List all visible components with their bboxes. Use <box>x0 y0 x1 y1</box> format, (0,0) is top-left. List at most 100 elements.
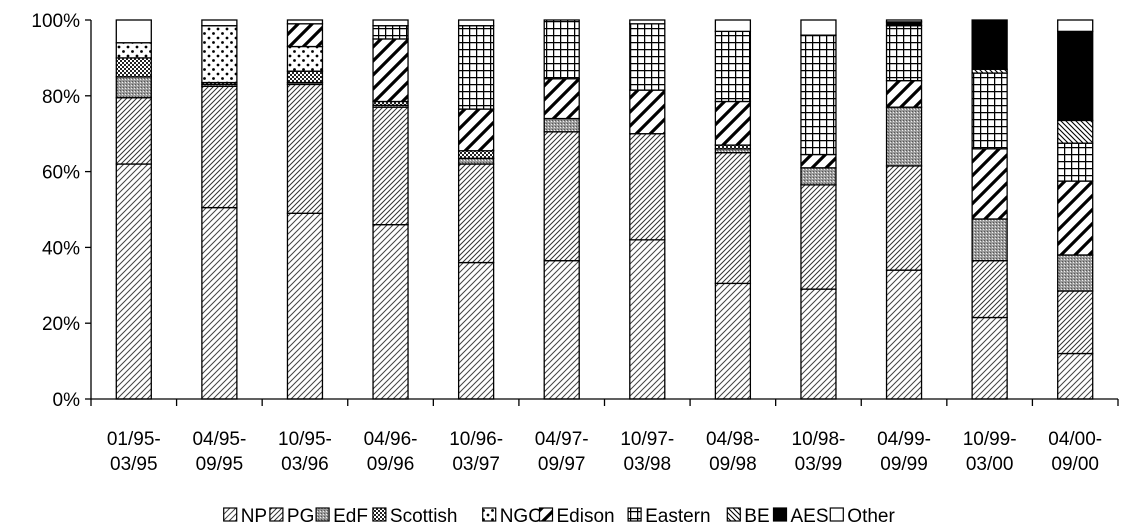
bar-segment-edison-12 <box>1057 180 1094 256</box>
bar-stack-9 <box>800 19 837 400</box>
x-tick-label: 10/96- <box>449 429 503 450</box>
bar-stack-6 <box>543 19 580 400</box>
bar-segment-edison-7 <box>629 89 666 135</box>
bar-segment-other-5 <box>457 19 495 27</box>
x-tick-label: 10/95- <box>278 429 332 450</box>
bar-segment-edison-8 <box>714 100 752 146</box>
bar-segment-aes-11 <box>971 19 1008 70</box>
legend-label-pg: PG <box>287 506 314 527</box>
bar-stack-7 <box>629 19 666 400</box>
bar-segment-np-8 <box>714 282 752 400</box>
bar-segment-edf-6 <box>543 117 580 133</box>
legend-label-edf: EdF <box>333 506 368 527</box>
x-tick-label: 04/00- <box>1048 429 1102 450</box>
bar-stack-11 <box>971 19 1008 400</box>
legend-swatch-be <box>726 507 741 522</box>
bar-segment-edf-1 <box>115 76 152 99</box>
legend-swatch-scottish <box>372 507 387 522</box>
bar-segment-eastern-4 <box>372 25 409 40</box>
legend-label-be: BE <box>744 506 769 527</box>
bar-stack-12 <box>1057 19 1094 400</box>
legend-item-eastern: Eastern <box>627 506 711 527</box>
bar-segment-scottish-1 <box>115 57 152 78</box>
bar-segment-other-3 <box>286 19 324 25</box>
bar-segment-be-12 <box>1057 119 1094 144</box>
x-tick-label: 09/96 <box>367 454 415 475</box>
y-tick-label: 20% <box>42 314 80 335</box>
bar-segment-edison-11 <box>971 148 1008 220</box>
bar-stack-10 <box>885 19 923 400</box>
x-tick-label: 09/99 <box>880 454 928 475</box>
legend-label-scottish: Scottish <box>390 506 458 527</box>
bar-segment-ngc-2 <box>201 25 238 84</box>
bar-segment-pg-3 <box>286 83 324 214</box>
bar-segment-pg-11 <box>971 260 1008 319</box>
legend-label-np: NP <box>241 506 267 527</box>
x-tick-label: 09/97 <box>538 454 586 475</box>
bar-stack-2 <box>201 19 238 400</box>
y-tick-label: 60% <box>42 163 80 184</box>
legend-label-other: Other <box>847 506 895 527</box>
bar-segment-edf-12 <box>1057 254 1094 292</box>
legend: NP PG EdF Scottish NGC Edison Eastern BE AES Othe… <box>223 506 895 527</box>
x-tick-label: 10/97- <box>620 429 674 450</box>
bar-segment-np-1 <box>115 163 152 400</box>
x-tick-label: 04/99- <box>877 429 931 450</box>
bar-segment-other-2 <box>201 19 238 27</box>
bar-segment-edf-5 <box>457 157 495 165</box>
bar-segment-pg-5 <box>457 163 495 264</box>
bar-segment-eastern-11 <box>971 72 1008 150</box>
bar-segment-np-6 <box>543 260 580 400</box>
legend-item-aes: AES <box>772 506 829 527</box>
legend-label-eastern: Eastern <box>645 506 710 527</box>
bar-segment-pg-9 <box>800 184 837 290</box>
legend-swatch-np <box>223 507 238 522</box>
bar-segment-eastern-10 <box>885 25 923 82</box>
bar-segment-np-3 <box>286 212 324 400</box>
bar-segment-np-4 <box>372 224 409 400</box>
bar-segment-eastern-8 <box>714 30 752 103</box>
legend-swatch-aes <box>772 507 788 522</box>
legend-item-be: BE <box>726 506 770 527</box>
bar-segment-np-2 <box>201 206 238 400</box>
bar-segment-other-1 <box>115 19 152 44</box>
x-tick-label: 10/99- <box>963 429 1017 450</box>
legend-item-other: Other <box>829 506 895 527</box>
bar-segment-edf-9 <box>800 167 837 186</box>
x-tick-label: 03/99 <box>795 454 843 475</box>
bar-segment-scottish-5 <box>457 150 495 159</box>
legend-swatch-edison <box>538 507 554 522</box>
x-tick-label: 03/95 <box>110 454 158 475</box>
bar-segment-edison-6 <box>543 78 580 120</box>
legend-item-pg: PG <box>269 506 314 527</box>
legend-item-edison: Edison <box>538 506 615 527</box>
x-tick-label: 04/96- <box>364 429 418 450</box>
bar-segment-scottish-3 <box>286 70 324 84</box>
y-tick-label: 0% <box>53 390 81 411</box>
bar-stack-8 <box>714 19 752 400</box>
bar-segment-edison-9 <box>800 153 837 169</box>
legend-swatch-eastern <box>627 507 642 522</box>
bar-segment-aes-12 <box>1057 30 1094 122</box>
bar-segment-pg-2 <box>201 85 238 209</box>
bar-segment-other-8 <box>714 19 752 33</box>
bar-segment-eastern-5 <box>457 25 495 110</box>
legend-item-edf: EdF <box>315 506 368 527</box>
bar-stack-1 <box>115 19 152 400</box>
bar-segment-edison-10 <box>885 79 923 108</box>
legend-item-ngc: NGC <box>482 506 542 527</box>
bar-segment-edison-4 <box>372 38 409 103</box>
x-tick-label: 09/98 <box>709 454 757 475</box>
legend-label-aes: AES <box>791 506 829 527</box>
y-tick-label: 40% <box>42 238 80 259</box>
bar-segment-eastern-6 <box>543 19 580 80</box>
bar-segment-eastern-7 <box>629 23 666 91</box>
bar-segment-pg-6 <box>543 131 580 262</box>
y-tick-label: 80% <box>42 87 80 108</box>
axes: 0% 20% 40% 60% 80% 100% 01/95- 03/95 04/95- 09/95… <box>31 11 1119 475</box>
x-tick-label: 03/96 <box>281 454 329 475</box>
x-tick-label: 10/98- <box>792 429 846 450</box>
legend-swatch-edf <box>315 507 330 522</box>
